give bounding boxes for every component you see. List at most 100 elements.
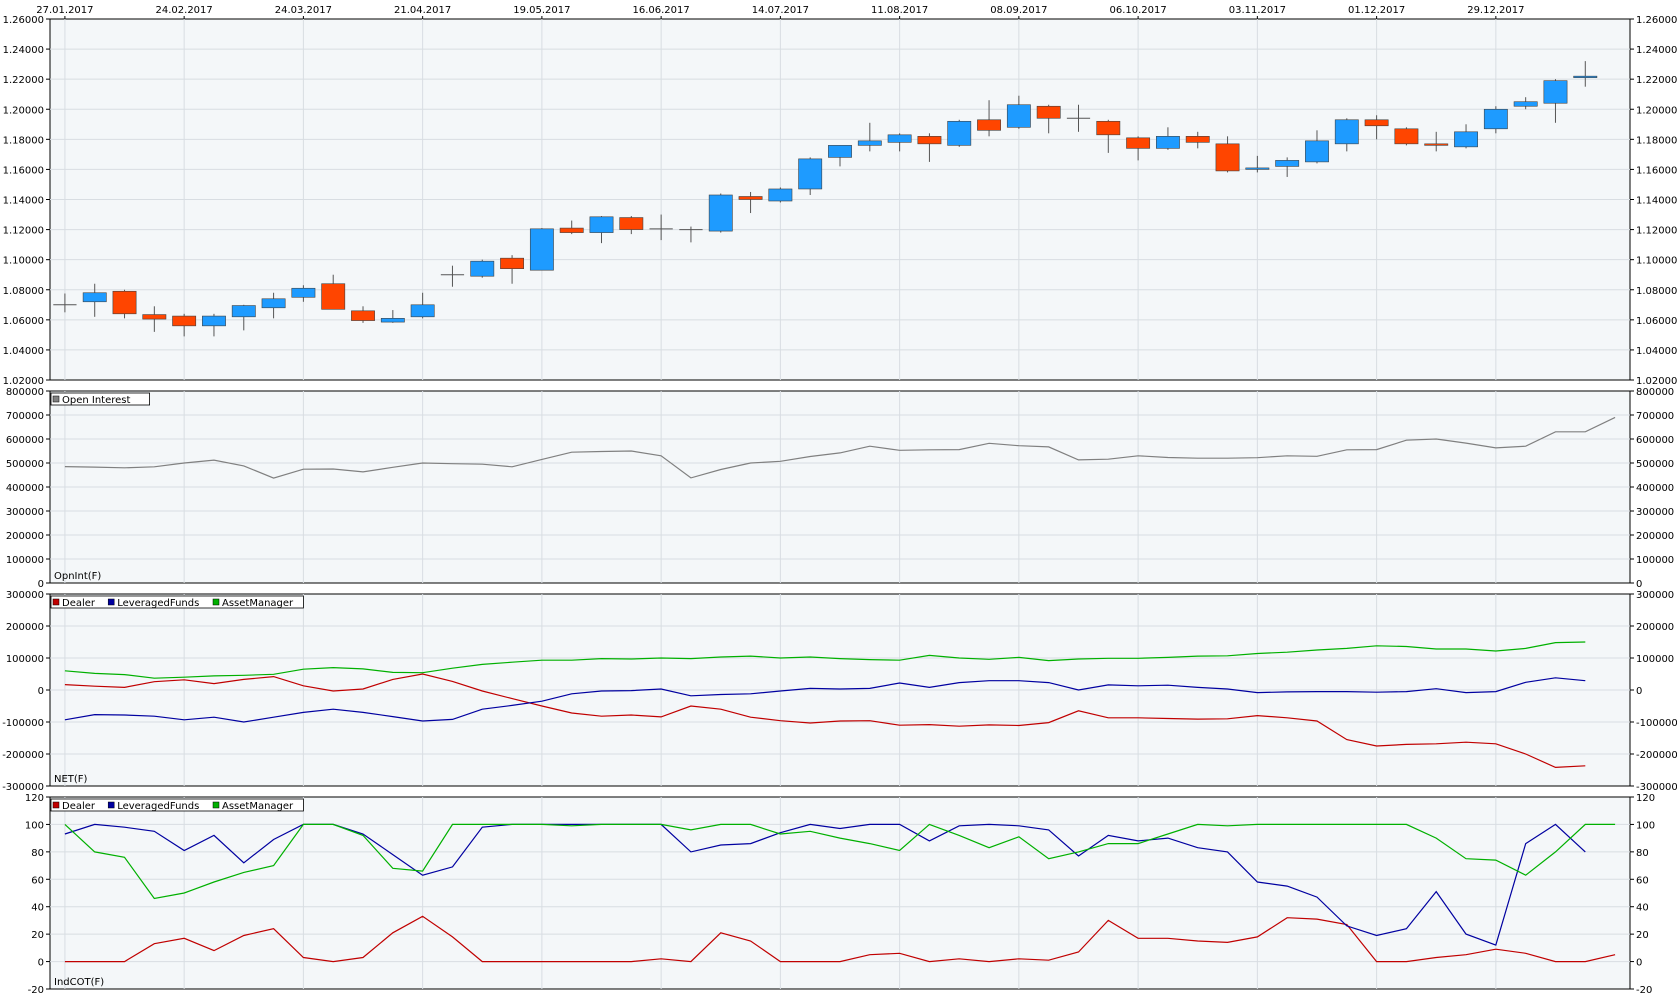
y-tick-label-left: 1.20000 [3,105,44,116]
candle[interactable] [977,100,1001,137]
y-tick-label-left: 1.10000 [3,256,44,267]
y-tick-label-left: 700000 [6,411,44,422]
candle[interactable] [142,306,167,332]
indcot-panel[interactable]: -20 -20 0 0 20 20 40 40 60 60 80 80 100 100 120 120 Deal… [25,793,1655,994]
legend-swatch [212,801,220,809]
candle[interactable] [1454,124,1478,149]
candle-body [619,217,644,230]
y-tick-label-left: -300000 [2,782,44,793]
candle[interactable] [1364,115,1389,140]
y-tick-label-right: 700000 [1636,411,1674,422]
candle[interactable] [112,289,137,319]
y-tick-label-left: 0 [38,579,44,590]
y-tick-label-left: 0 [38,686,44,697]
candle[interactable] [1275,157,1300,177]
candle[interactable] [917,133,942,162]
candle[interactable] [1126,136,1151,161]
candle[interactable] [1036,104,1061,134]
candle[interactable] [1394,127,1419,146]
candle[interactable] [1334,118,1359,152]
y-tick-label-right: 1.26000 [1636,15,1677,26]
candle[interactable] [261,292,286,319]
series-line-dealer[interactable] [64,915,1616,963]
candle[interactable] [291,285,316,302]
candle[interactable] [410,292,435,319]
candle[interactable] [470,259,495,278]
candle[interactable] [1513,97,1538,110]
candle[interactable] [1245,155,1270,173]
candle[interactable] [619,216,644,235]
candle[interactable] [708,193,733,233]
y-tick-label-left: 400000 [6,483,44,494]
candle[interactable] [1424,131,1449,152]
series-line-dealer[interactable] [64,673,1586,769]
date-tick-label: 03.11.2017 [1229,5,1286,16]
candle[interactable] [1096,119,1121,153]
y-tick-label-left: 100000 [6,555,44,566]
net-positions-panel[interactable]: -300000 -300000 -200000 -200000 -100000 -1000… [2,590,1677,793]
y-tick-label-right: 800000 [1636,387,1674,398]
candle[interactable] [1483,106,1508,134]
candle[interactable] [559,220,584,235]
y-tick-label-left: 1.18000 [3,135,44,146]
series-line-open-interest[interactable] [64,416,1616,479]
y-tick-label-right: 200000 [1636,531,1674,542]
candle[interactable] [947,119,972,147]
candle-body [1275,160,1300,167]
candle-body [1334,119,1359,145]
y-tick-label-right: 100000 [1636,654,1674,665]
candle[interactable] [1305,130,1329,164]
candle[interactable] [321,274,346,310]
candle[interactable] [1215,136,1240,173]
candle[interactable] [798,157,823,195]
candle[interactable] [1185,131,1210,149]
y-tick-label-right: 20 [1636,930,1649,941]
candle[interactable] [1155,127,1180,150]
series-line-assetmanager[interactable] [64,823,1616,900]
candle[interactable] [440,265,465,287]
y-tick-label-right: 0 [1636,958,1642,969]
open-interest-panel[interactable]: 0 0 100000 100000 200000 200000 300000 300000 40… [6,387,1674,590]
candle[interactable] [589,216,614,244]
price-panel[interactable]: 1.02000 1.02000 1.04000 1.04000 1.06000 1.060… [3,15,1677,387]
candle[interactable] [82,283,107,317]
candle[interactable] [380,310,405,323]
candle-body [887,134,912,143]
candle[interactable] [53,293,77,313]
date-tick-label: 29.12.2017 [1467,5,1524,16]
y-tick-label-right: 200000 [1636,622,1674,633]
y-tick-label-right: 0 [1636,686,1642,697]
candle[interactable] [679,226,703,243]
legend-label: Dealer [62,801,96,812]
candle-body [977,119,1001,131]
candle[interactable] [172,313,197,337]
y-tick-label-left: 1.24000 [3,45,44,56]
candle-body [1454,131,1478,148]
candle[interactable] [202,313,226,337]
y-tick-label-left: 100 [25,820,44,831]
candle-body [828,145,852,158]
candle[interactable] [887,133,912,152]
y-tick-label-left: 1.12000 [3,226,44,237]
candle-body [1245,167,1270,170]
series-line-leveragedfunds[interactable] [64,677,1586,723]
candle[interactable] [1543,79,1568,123]
candle[interactable] [1006,95,1031,129]
candle[interactable] [828,145,852,167]
candle[interactable] [857,122,882,152]
candle[interactable] [529,228,554,271]
candle[interactable] [231,304,256,331]
candle[interactable] [649,214,673,241]
candle[interactable] [351,306,375,323]
y-tick-label-right: 1.10000 [1636,256,1677,267]
legend: Dealer LeveragedFunds AssetManager [50,595,304,609]
candle-body [142,314,167,320]
candle[interactable] [1573,61,1598,87]
y-tick-label-left: 100000 [6,654,44,665]
series-line-assetmanager[interactable] [64,641,1586,679]
candle[interactable] [500,255,525,284]
candle[interactable] [1066,104,1091,132]
candle[interactable] [768,187,793,203]
panel-label: OpnInt(F) [54,571,101,582]
candle[interactable] [738,191,763,214]
